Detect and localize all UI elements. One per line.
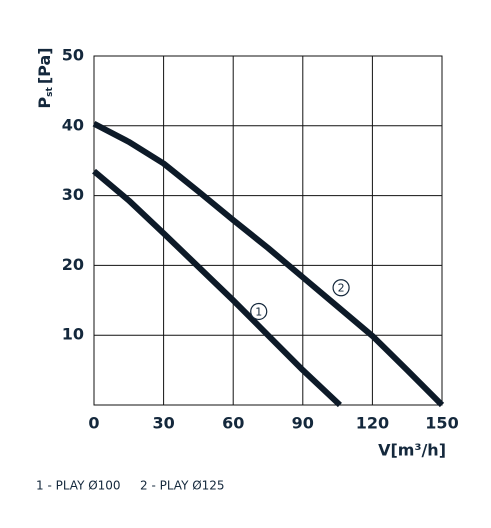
y-label-unit: [Pa] bbox=[35, 47, 54, 84]
x-tick-label: 60 bbox=[222, 414, 244, 433]
series-line bbox=[92, 121, 445, 408]
y-label-main: P bbox=[35, 97, 54, 109]
y-tick-label: 30 bbox=[62, 185, 84, 204]
x-tick-label: 90 bbox=[292, 414, 314, 433]
x-tick-label: 120 bbox=[356, 414, 389, 433]
annotation-circle bbox=[250, 302, 268, 321]
series-line bbox=[92, 168, 342, 408]
y-label-sub: st bbox=[45, 86, 55, 96]
annotation: 1 bbox=[255, 305, 262, 318]
y-tick-label: 40 bbox=[62, 115, 84, 134]
y-tick-label: 50 bbox=[62, 46, 84, 65]
annotation-circle bbox=[332, 279, 350, 297]
y-axis-label: Pst [Pa] bbox=[35, 47, 55, 108]
legend-entry: 2 - PLAY Ø125 bbox=[140, 479, 225, 493]
x-tick-label: 30 bbox=[152, 414, 174, 433]
y-tick-label: 10 bbox=[62, 325, 84, 344]
legend-entry: 1 - PLAY Ø100 bbox=[36, 479, 121, 493]
y-tick-label: 20 bbox=[62, 255, 84, 274]
x-axis-label: V[m³/h] bbox=[378, 441, 446, 460]
x-tick-label: 0 bbox=[88, 414, 99, 433]
x-tick-label: 150 bbox=[425, 414, 458, 433]
annotation: 2 bbox=[338, 282, 345, 295]
